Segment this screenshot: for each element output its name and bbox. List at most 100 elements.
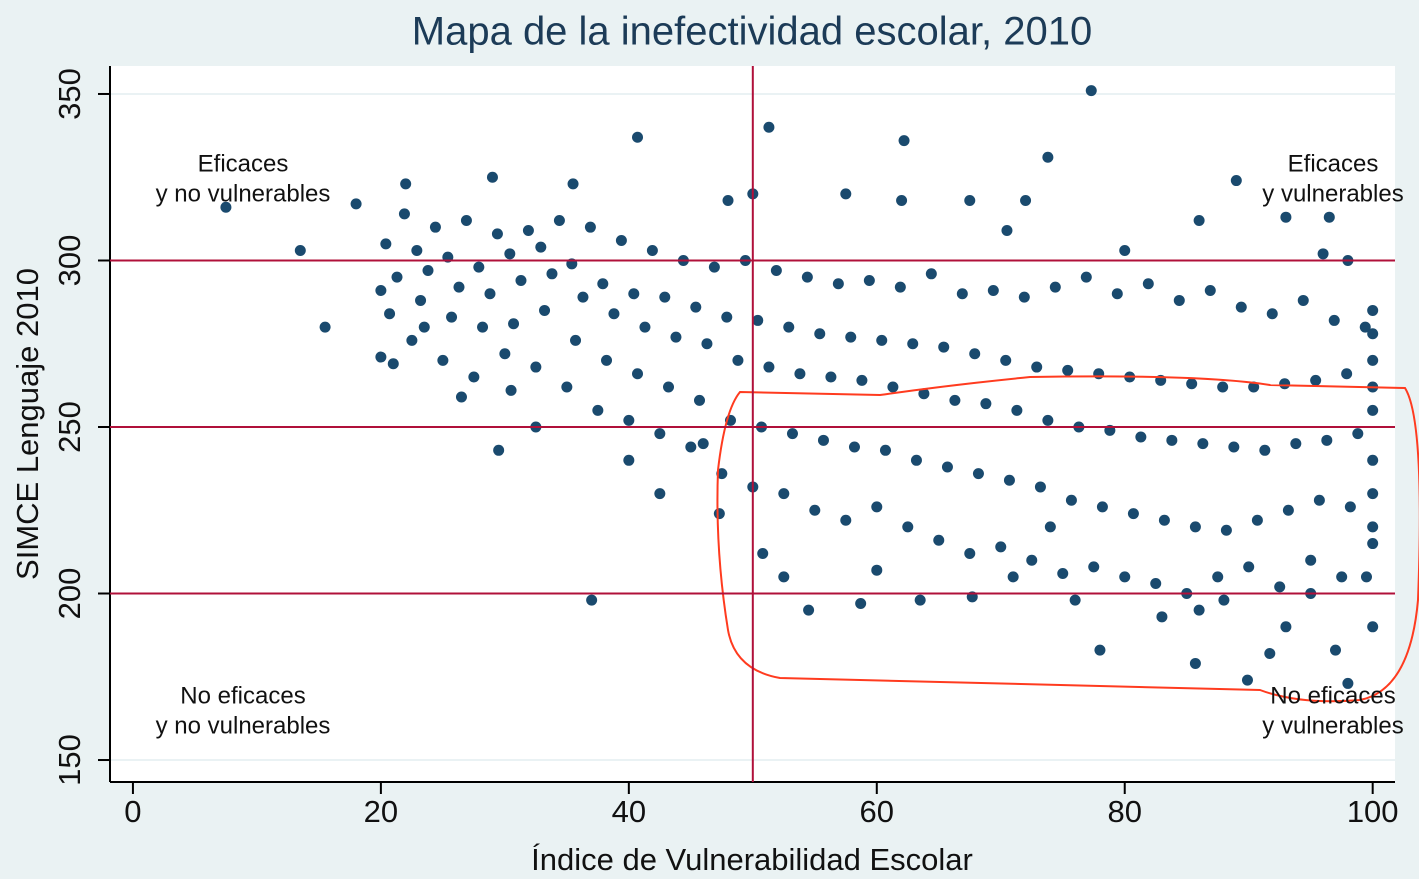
point — [941, 461, 953, 473]
point — [391, 271, 403, 283]
point — [1142, 278, 1154, 290]
point — [437, 354, 449, 366]
point — [415, 294, 427, 306]
point — [1042, 414, 1054, 426]
point — [1193, 215, 1205, 227]
point — [1352, 428, 1364, 440]
point — [896, 195, 908, 207]
point — [350, 198, 362, 210]
point — [1000, 354, 1012, 366]
point — [1119, 244, 1131, 256]
point — [1342, 677, 1354, 689]
point — [601, 354, 613, 366]
point — [1344, 501, 1356, 513]
point — [1186, 378, 1198, 390]
point — [721, 311, 733, 323]
point — [1093, 368, 1105, 380]
point — [515, 274, 527, 286]
point — [722, 195, 734, 207]
point — [654, 428, 666, 440]
point — [623, 454, 635, 466]
point — [398, 208, 410, 220]
point — [1367, 304, 1379, 316]
point — [732, 354, 744, 366]
point — [801, 271, 813, 283]
x-tick-label: 60 — [860, 794, 894, 829]
point — [876, 334, 888, 346]
highlight-outline — [716, 375, 1419, 703]
point — [632, 131, 644, 143]
point — [763, 121, 775, 133]
point — [1062, 364, 1074, 376]
point — [220, 201, 232, 213]
point — [1189, 521, 1201, 533]
point — [294, 244, 306, 256]
point — [840, 514, 852, 526]
point — [1049, 281, 1061, 293]
x-tick-label: 20 — [364, 794, 398, 829]
point — [902, 521, 914, 533]
point — [840, 188, 852, 200]
point — [1204, 284, 1216, 296]
quadrant-label: No eficaces — [180, 682, 305, 709]
point — [1166, 434, 1178, 446]
point — [1235, 301, 1247, 313]
point — [584, 221, 596, 233]
point — [1241, 674, 1253, 686]
point — [380, 238, 392, 250]
point — [933, 534, 945, 546]
point — [473, 261, 485, 273]
point — [1088, 561, 1100, 573]
point — [460, 215, 472, 227]
point — [690, 301, 702, 313]
point — [925, 268, 937, 280]
point — [1360, 571, 1372, 583]
point — [856, 374, 868, 386]
point — [809, 504, 821, 516]
point — [1341, 368, 1353, 380]
point — [1135, 431, 1147, 443]
point — [1259, 444, 1271, 456]
point — [1150, 578, 1162, 590]
point — [794, 368, 806, 380]
point — [701, 338, 713, 350]
point — [1042, 151, 1054, 163]
point — [1065, 494, 1077, 506]
x-tick-label: 80 — [1107, 794, 1141, 829]
point — [1044, 521, 1056, 533]
point — [855, 597, 867, 609]
point — [1217, 381, 1229, 393]
point — [1310, 374, 1322, 386]
point — [429, 221, 441, 233]
point — [907, 338, 919, 350]
point — [1264, 647, 1276, 659]
point — [1274, 581, 1286, 593]
point — [632, 368, 644, 380]
point — [987, 284, 999, 296]
point — [1367, 538, 1379, 550]
quadrant-label: y vulnerables — [1262, 180, 1403, 207]
point — [670, 331, 682, 343]
point — [1026, 554, 1038, 566]
point — [400, 178, 412, 190]
point — [910, 454, 922, 466]
point — [980, 398, 992, 410]
point — [972, 468, 984, 480]
point — [763, 361, 775, 373]
point — [504, 248, 516, 260]
point — [455, 391, 467, 403]
point — [1280, 621, 1292, 633]
point — [1290, 438, 1302, 450]
point — [1367, 328, 1379, 340]
point — [1189, 657, 1201, 669]
point — [1119, 571, 1131, 583]
quadrant-label: y vulnerables — [1262, 712, 1403, 739]
point — [592, 404, 604, 416]
point — [752, 314, 764, 326]
point — [1094, 644, 1106, 656]
point — [1011, 404, 1023, 416]
point — [654, 488, 666, 500]
point — [894, 281, 906, 293]
point — [623, 414, 635, 426]
